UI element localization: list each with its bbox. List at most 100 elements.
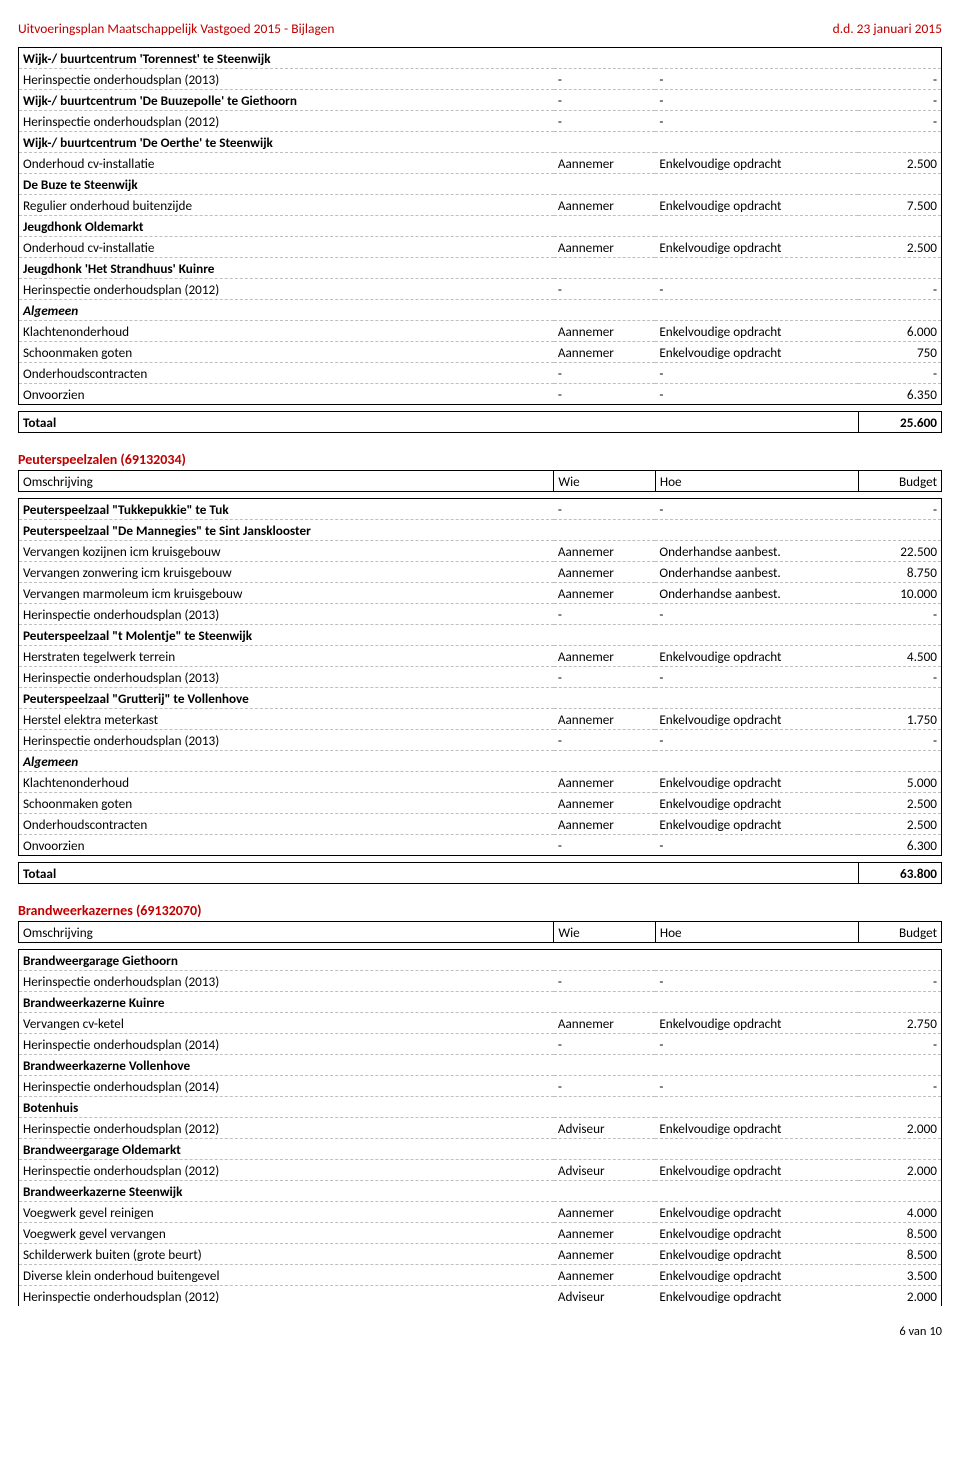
row-budget: - xyxy=(858,111,941,132)
totaal-value: 63.800 xyxy=(858,863,941,884)
header-right: d.d. 23 januari 2015 xyxy=(833,20,942,37)
group-title: Peuterspeelzaal "Grutterij" te Vollenhov… xyxy=(19,688,554,709)
row-desc: Herinspectie onderhoudsplan (2013) xyxy=(19,667,554,688)
row-wie: - xyxy=(554,835,656,856)
row-desc: Herinspectie onderhoudsplan (2014) xyxy=(19,1076,554,1097)
row-desc: Schoonmaken goten xyxy=(19,342,554,363)
row-wie: - xyxy=(554,1076,656,1097)
row-wie: - xyxy=(554,279,656,300)
row-desc: Onderhoudscontracten xyxy=(19,363,554,384)
row-desc: Vervangen kozijnen icm kruisgebouw xyxy=(19,541,554,562)
row-budget: 2.000 xyxy=(858,1160,941,1181)
row-hoe: Enkelvoudige opdracht xyxy=(655,195,858,216)
row-budget: - xyxy=(858,667,941,688)
row-wie: Adviseur xyxy=(554,1160,656,1181)
group-title: Brandweerkazerne Steenwijk xyxy=(19,1181,554,1202)
col-hoe: Hoe xyxy=(655,471,858,492)
col-wie: Wie xyxy=(554,471,656,492)
group-title: Peuterspeelzaal "De Mannegies" te Sint J… xyxy=(19,520,554,541)
row-hoe: - xyxy=(655,384,858,405)
row-budget: 8.750 xyxy=(858,562,941,583)
row-budget: 2.500 xyxy=(858,153,941,174)
row-desc: Diverse klein onderhoud buitengevel xyxy=(19,1265,554,1286)
row-desc: Herinspectie onderhoudsplan (2013) xyxy=(19,69,554,90)
group-title: De Buze te Steenwijk xyxy=(19,174,554,195)
row-hoe: - xyxy=(655,730,858,751)
row-desc: Herstraten tegelwerk terrein xyxy=(19,646,554,667)
row-hoe: Onderhandse aanbest. xyxy=(655,583,858,604)
row-wie: Aannemer xyxy=(554,1202,656,1223)
row-desc: Regulier onderhoud buitenzijde xyxy=(19,195,554,216)
row-budget: 2.500 xyxy=(858,793,941,814)
col-hoe: Hoe xyxy=(655,922,858,943)
row-hoe: Enkelvoudige opdracht xyxy=(655,1223,858,1244)
row-desc: Herinspectie onderhoudsplan (2013) xyxy=(19,971,554,992)
totaal-label: Totaal xyxy=(19,412,859,433)
row-desc: Onderhoudscontracten xyxy=(19,814,554,835)
row-hoe: Enkelvoudige opdracht xyxy=(655,1265,858,1286)
group-title: Wijk-/ buurtcentrum 'De Oerthe' te Steen… xyxy=(19,132,554,153)
table-peuterspeelzalen: Peuterspeelzaal "Tukkepukkie" te Tuk---P… xyxy=(18,498,942,856)
totaal-label: Totaal xyxy=(19,863,859,884)
row-budget: - xyxy=(858,730,941,751)
header-left: Uitvoeringsplan Maatschappelijk Vastgoed… xyxy=(18,20,335,37)
row-wie: - xyxy=(554,971,656,992)
row-hoe: - xyxy=(655,279,858,300)
row-wie: - xyxy=(554,667,656,688)
row-hoe: Onderhandse aanbest. xyxy=(655,541,858,562)
algemeen-label: Algemeen xyxy=(19,751,554,772)
group-title: Jeugdhonk Oldemarkt xyxy=(19,216,554,237)
row-wie: Aannemer xyxy=(554,1265,656,1286)
row-wie: Aannemer xyxy=(554,583,656,604)
row-budget: 2.750 xyxy=(858,1013,941,1034)
row-wie: Aannemer xyxy=(554,772,656,793)
row-budget: 6.300 xyxy=(858,835,941,856)
row-budget: - xyxy=(858,363,941,384)
group-title: Peuterspeelzaal "Tukkepukkie" te Tuk xyxy=(19,499,554,520)
row-wie: - xyxy=(554,69,656,90)
row-desc: Herinspectie onderhoudsplan (2012) xyxy=(19,1286,554,1307)
row-wie: Aannemer xyxy=(554,195,656,216)
row-wie: Aannemer xyxy=(554,321,656,342)
totaal-wijk: Totaal 25.600 xyxy=(18,411,942,433)
row-hoe: - xyxy=(655,604,858,625)
row-budget: 2.000 xyxy=(858,1286,941,1307)
row-desc: Herinspectie onderhoudsplan (2012) xyxy=(19,111,554,132)
row-hoe: Enkelvoudige opdracht xyxy=(655,1013,858,1034)
row-budget: 2.500 xyxy=(858,814,941,835)
row-desc: Schilderwerk buiten (grote beurt) xyxy=(19,1244,554,1265)
row-desc: Herinspectie onderhoudsplan (2012) xyxy=(19,1118,554,1139)
row-hoe: - xyxy=(655,1034,858,1055)
row-hoe: - xyxy=(655,667,858,688)
table-peuterspeelzalen-head: Omschrijving Wie Hoe Budget xyxy=(18,470,942,492)
row-hoe: Enkelvoudige opdracht xyxy=(655,1118,858,1139)
row-hoe: Enkelvoudige opdracht xyxy=(655,1286,858,1307)
group-title: Jeugdhonk 'Het Strandhuus' Kuinre xyxy=(19,258,554,279)
page-footer: 6 van 10 xyxy=(18,1324,942,1339)
row-wie: Aannemer xyxy=(554,1244,656,1265)
row-hoe: Enkelvoudige opdracht xyxy=(655,814,858,835)
row-desc: Herstel elektra meterkast xyxy=(19,709,554,730)
row-desc: Vervangen marmoleum icm kruisgebouw xyxy=(19,583,554,604)
col-omschrijving: Omschrijving xyxy=(19,922,554,943)
row-budget: 3.500 xyxy=(858,1265,941,1286)
row-wie: Aannemer xyxy=(554,541,656,562)
row-wie: - xyxy=(554,1034,656,1055)
col-budget: Budget xyxy=(858,922,941,943)
row-desc: Klachtenonderhoud xyxy=(19,321,554,342)
row-wie: Aannemer xyxy=(554,1223,656,1244)
row-wie: Adviseur xyxy=(554,1286,656,1307)
row-wie: - xyxy=(554,111,656,132)
row-hoe: Enkelvoudige opdracht xyxy=(655,1244,858,1265)
totaal-peuterspeelzalen: Totaal 63.800 xyxy=(18,862,942,884)
row-hoe: - xyxy=(655,363,858,384)
row-wie: Aannemer xyxy=(554,646,656,667)
table-brandweer: Brandweergarage GiethoornHerinspectie on… xyxy=(18,949,942,1306)
row-desc: Vervangen cv-ketel xyxy=(19,1013,554,1034)
row-wie: Adviseur xyxy=(554,1118,656,1139)
row-desc: Voegwerk gevel vervangen xyxy=(19,1223,554,1244)
section-title-brandweerkazernes: Brandweerkazernes (69132070) xyxy=(18,902,942,919)
row-hoe: Enkelvoudige opdracht xyxy=(655,646,858,667)
row-wie: - xyxy=(554,363,656,384)
row-budget: 4.500 xyxy=(858,646,941,667)
